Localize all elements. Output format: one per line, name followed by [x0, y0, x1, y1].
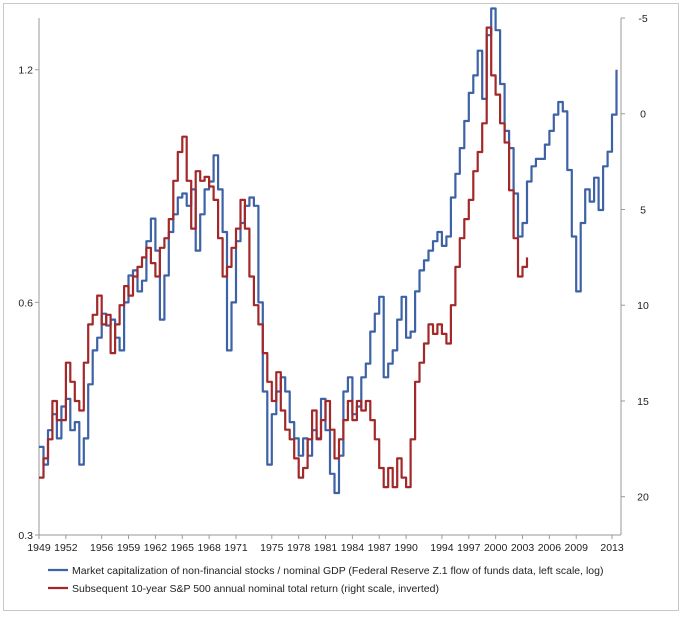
- series-line-market-cap: [39, 7, 618, 495]
- x-axis-tick-label: 1990: [394, 542, 418, 554]
- right-axis-tick-label: 10: [637, 300, 649, 312]
- x-axis-tick-label: 1978: [287, 542, 311, 554]
- x-axis-tick-label: 1962: [144, 542, 168, 554]
- x-axis-tick-label: 1965: [171, 542, 195, 554]
- right-axis-tick-label: -5: [638, 13, 647, 25]
- right-axis-tick-label: 5: [640, 204, 646, 216]
- series-layer: [39, 7, 618, 495]
- left-axis-tick-label: 0.3: [18, 530, 33, 542]
- series-line-subsequent-return: [39, 26, 529, 489]
- x-axis-tick-label: 1959: [117, 542, 141, 554]
- x-axis-tick-label: 1956: [90, 542, 114, 554]
- left-axis-tick-label: 1.2: [18, 65, 33, 77]
- x-axis-tick-label: 1984: [341, 542, 365, 554]
- right-axis-tick-label: 15: [637, 396, 649, 408]
- x-axis-tick-label: 1997: [457, 542, 481, 554]
- x-axis-tick-label: 2000: [484, 542, 508, 554]
- legend-label-market-cap: Market capitalization of non-financial s…: [72, 565, 603, 577]
- right-axis-tick-label: 20: [637, 492, 649, 504]
- x-axis-tick-label: 2003: [511, 542, 535, 554]
- x-axis-tick-label: 1968: [197, 542, 221, 554]
- chart-frame: 1.2 0.6 0.3 -5 0 5 10 15 20 1949 1952 1956 1959 1962 1…: [3, 3, 679, 611]
- right-axis-tick-label: 0: [640, 109, 646, 121]
- x-axis-tick-label: 2006: [538, 542, 562, 554]
- x-axis-tick-label: 1975: [260, 542, 284, 554]
- x-axis-tick-label: 1981: [314, 542, 338, 554]
- legend-label-return: Subsequent 10-year S&P 500 annual nomina…: [72, 583, 439, 595]
- x-axis-tick-label: 2009: [565, 542, 589, 554]
- x-axis-tick-label: 1971: [224, 542, 248, 554]
- x-axis-tick-label: 1987: [368, 542, 392, 554]
- x-axis-tick-label: 1952: [54, 542, 78, 554]
- axes-layer: [38, 18, 622, 536]
- left-axis-tick-label: 0.6: [18, 297, 33, 309]
- x-axis-tick-label: 1949: [27, 542, 51, 554]
- x-axis-tick-label: 2013: [600, 542, 624, 554]
- legend: Market capitalization of non-financial s…: [48, 565, 603, 595]
- x-axis-tick-label: 1994: [430, 542, 454, 554]
